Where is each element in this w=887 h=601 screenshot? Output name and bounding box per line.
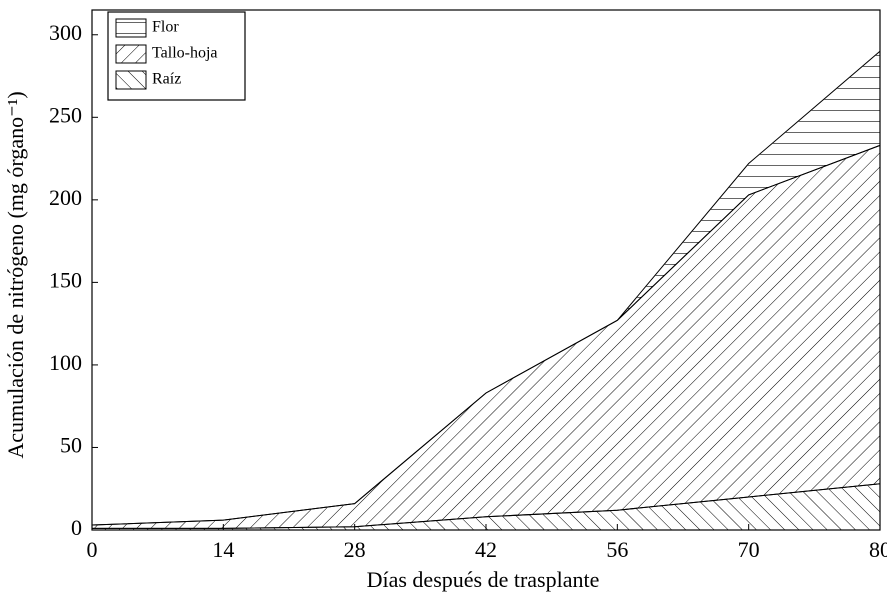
x-tick-label: 80: [869, 537, 887, 562]
y-tick-label: 100: [49, 350, 82, 375]
legend-swatch: [115, 70, 147, 90]
x-tick-label: 56: [606, 537, 628, 562]
legend-swatch: [115, 18, 147, 38]
legend: Flor Tallo-hoja Raíz: [107, 11, 246, 101]
legend-swatch: [115, 44, 147, 64]
x-axis-label: Días después de trasplante: [367, 567, 600, 592]
y-tick-label: 50: [60, 433, 82, 458]
x-tick-label: 42: [475, 537, 497, 562]
y-tick-label: 150: [49, 267, 82, 292]
y-tick-label: 0: [71, 515, 82, 540]
y-axis-label: Acumulación de nitrógeno (mg órgano⁻¹): [3, 91, 28, 458]
plot-area: [91, 50, 881, 531]
x-tick-label: 14: [212, 537, 234, 562]
x-tick-label: 70: [738, 537, 760, 562]
legend-label: Raíz: [152, 71, 181, 88]
legend-label: Flor: [152, 19, 179, 36]
legend-label: Tallo-hoja: [152, 45, 218, 62]
x-tick-label: 28: [344, 537, 366, 562]
y-tick-label: 200: [49, 185, 82, 210]
y-tick-label: 250: [49, 102, 82, 127]
x-tick-label: 0: [87, 537, 98, 562]
y-tick-label: 300: [49, 20, 82, 45]
area: [91, 144, 881, 529]
